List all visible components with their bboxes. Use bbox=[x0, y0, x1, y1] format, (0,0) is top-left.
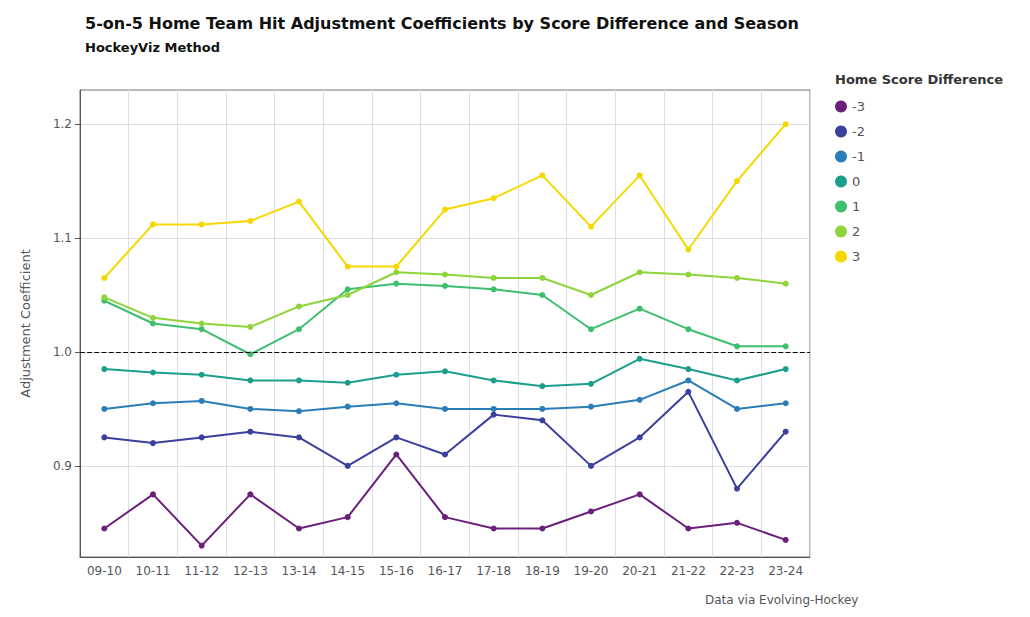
svg-text:15-16: 15-16 bbox=[379, 564, 414, 578]
svg-text:22-23: 22-23 bbox=[720, 564, 755, 578]
svg-text:Home Score Difference: Home Score Difference bbox=[835, 72, 1003, 87]
svg-text:1.2: 1.2 bbox=[53, 117, 72, 131]
svg-text:11-12: 11-12 bbox=[184, 564, 219, 578]
svg-text:14-15: 14-15 bbox=[330, 564, 365, 578]
svg-text:Adjustment Coefficient: Adjustment Coefficient bbox=[18, 249, 33, 397]
svg-text:-1: -1 bbox=[852, 149, 865, 164]
svg-text:0: 0 bbox=[852, 174, 860, 189]
svg-text:09-10: 09-10 bbox=[87, 564, 122, 578]
svg-text:19-20: 19-20 bbox=[574, 564, 609, 578]
svg-text:23-24: 23-24 bbox=[768, 564, 803, 578]
svg-text:1.0: 1.0 bbox=[53, 345, 72, 359]
svg-text:18-19: 18-19 bbox=[525, 564, 560, 578]
svg-text:13-14: 13-14 bbox=[282, 564, 317, 578]
svg-text:16-17: 16-17 bbox=[428, 564, 463, 578]
svg-text:2: 2 bbox=[852, 224, 860, 239]
svg-text:Data via Evolving-Hockey: Data via Evolving-Hockey bbox=[705, 593, 858, 607]
svg-text:21-22: 21-22 bbox=[671, 564, 706, 578]
svg-text:5-on-5 Home Team Hit Adjustmen: 5-on-5 Home Team Hit Adjustment Coeffici… bbox=[85, 14, 799, 33]
svg-text:1: 1 bbox=[852, 199, 860, 214]
svg-text:HockeyViz Method: HockeyViz Method bbox=[85, 40, 220, 55]
svg-text:3: 3 bbox=[852, 249, 860, 264]
svg-text:0.9: 0.9 bbox=[53, 459, 72, 473]
svg-text:-3: -3 bbox=[852, 99, 865, 114]
svg-text:1.1: 1.1 bbox=[53, 231, 72, 245]
svg-text:-2: -2 bbox=[852, 124, 865, 139]
svg-text:17-18: 17-18 bbox=[476, 564, 511, 578]
svg-text:12-13: 12-13 bbox=[233, 564, 268, 578]
svg-text:10-11: 10-11 bbox=[136, 564, 171, 578]
svg-text:20-21: 20-21 bbox=[622, 564, 657, 578]
